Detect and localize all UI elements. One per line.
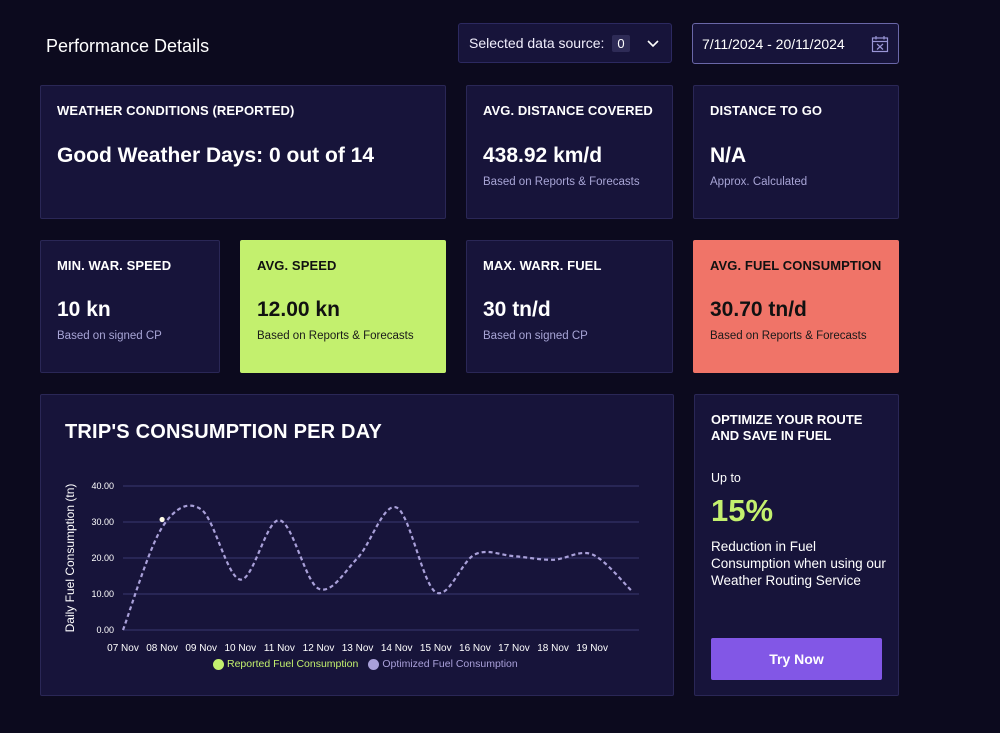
page-title: Performance Details <box>46 36 210 56</box>
max-warr-fuel-card: MAX. WARR. FUEL 30 tn/d Based on signed … <box>466 240 673 373</box>
x-tick-label: 17 Nov <box>498 643 530 654</box>
date-range-text: 7/11/2024 - 20/11/2024 <box>702 35 845 52</box>
promo-description: Reduction in Fuel Consumption when using… <box>711 539 886 588</box>
consumption-chart: Daily Fuel Consumption (tn) 0.00 10.00 20.0… <box>63 481 639 654</box>
consumption-chart-card: TRIP'S CONSUMPTION PER DAY Daily Fuel Co… <box>40 394 674 696</box>
reported-point <box>159 516 165 523</box>
x-tick-label: 12 Nov <box>303 643 335 654</box>
legend-dot-reported <box>213 658 224 670</box>
promo-title: OPTIMIZE YOUR ROUTE AND SAVE IN FUEL <box>711 412 863 443</box>
min-war-speed-title: MIN. WAR. SPEED <box>57 258 172 273</box>
max-warr-fuel-sub: Based on signed CP <box>483 330 588 342</box>
calendar-icon[interactable] <box>871 35 889 53</box>
distance-to-go-value: N/A <box>710 144 747 167</box>
avg-fuel-consumption-sub: Based on Reports & Forecasts <box>710 330 867 342</box>
optimized-series-line <box>121 504 633 631</box>
x-tick-label: 13 Nov <box>342 643 374 654</box>
x-tick-label: 18 Nov <box>537 643 569 654</box>
legend-label-optimized: Optimized Fuel Consumption <box>382 658 518 670</box>
promo-percent: 15% <box>711 493 774 528</box>
min-war-speed-sub: Based on signed CP <box>57 330 162 342</box>
x-tick-label: 08 Nov <box>146 643 178 654</box>
try-now-button[interactable]: Try Now <box>711 638 882 680</box>
legend-dot-optimized <box>368 658 380 670</box>
avg-distance-value: 438.92 km/d <box>483 144 603 167</box>
legend-item-optimized[interactable]: Optimized Fuel Consumption <box>368 658 518 670</box>
min-war-speed-value: 10 kn <box>57 298 111 321</box>
data-source-value: 0 <box>612 34 630 52</box>
promo-up-to: Up to <box>711 471 741 485</box>
y-tick-label: 30.00 <box>91 517 114 527</box>
max-warr-fuel-title: MAX. WARR. FUEL <box>483 258 602 273</box>
distance-to-go-sub: Approx. Calculated <box>710 176 808 188</box>
x-tick-label: 09 Nov <box>185 643 217 654</box>
x-tick-label: 16 Nov <box>459 643 491 654</box>
legend-item-reported[interactable]: Reported Fuel Consumption <box>213 658 358 670</box>
max-warr-fuel-value: 30 tn/d <box>483 298 551 321</box>
chart-title: TRIP'S CONSUMPTION PER DAY <box>65 421 383 443</box>
avg-speed-card: AVG. SPEED 12.00 kn Based on Reports & F… <box>240 240 446 373</box>
avg-fuel-consumption-title: AVG. FUEL CONSUMPTION <box>710 258 882 273</box>
y-tick-label: 20.00 <box>91 553 114 563</box>
avg-speed-title: AVG. SPEED <box>257 258 337 273</box>
distance-to-go-title: DISTANCE TO GO <box>710 103 823 118</box>
min-war-speed-card: MIN. WAR. SPEED 10 kn Based on signed CP <box>40 240 220 373</box>
weather-card: WEATHER CONDITIONS (REPORTED) Good Weath… <box>40 85 446 219</box>
y-axis-label: Daily Fuel Consumption (tn) <box>63 484 77 633</box>
weather-card-title: WEATHER CONDITIONS (REPORTED) <box>57 103 295 118</box>
x-tick-label: 19 Nov <box>576 643 608 654</box>
date-range-picker[interactable]: 7/11/2024 - 20/11/2024 <box>692 23 899 64</box>
y-tick-label: 10.00 <box>91 589 114 599</box>
avg-distance-card: AVG. DISTANCE COVERED 438.92 km/d Based … <box>466 85 673 219</box>
x-tick-label: 11 Nov <box>264 643 295 654</box>
chevron-down-icon[interactable] <box>645 35 661 51</box>
data-source-label: Selected data source: <box>469 35 605 51</box>
avg-distance-title: AVG. DISTANCE COVERED <box>483 103 653 118</box>
x-tick-label: 07 Nov <box>107 643 139 654</box>
x-tick-label: 10 Nov <box>224 643 256 654</box>
distance-to-go-card: DISTANCE TO GO N/A Approx. Calculated <box>693 85 899 219</box>
legend-label-reported: Reported Fuel Consumption <box>227 658 359 670</box>
avg-fuel-consumption-card: AVG. FUEL CONSUMPTION 30.70 tn/d Based o… <box>693 240 899 373</box>
avg-fuel-consumption-value: 30.70 tn/d <box>710 298 807 321</box>
y-tick-label: 0.00 <box>96 625 114 635</box>
x-tick-label: 14 Nov <box>381 643 413 654</box>
avg-speed-sub: Based on Reports & Forecasts <box>257 330 414 342</box>
weather-card-value: Good Weather Days: 0 out of 14 <box>57 144 374 167</box>
avg-speed-value: 12.00 kn <box>257 298 340 321</box>
chart-legend: Reported Fuel Consumption Optimized Fuel… <box>213 658 518 670</box>
data-source-select[interactable]: Selected data source: 0 <box>458 23 672 63</box>
promo-card: OPTIMIZE YOUR ROUTE AND SAVE IN FUEL Up … <box>694 394 899 696</box>
avg-distance-sub: Based on Reports & Forecasts <box>483 176 640 188</box>
x-tick-label: 15 Nov <box>420 643 452 654</box>
y-tick-label: 40.00 <box>91 481 114 491</box>
